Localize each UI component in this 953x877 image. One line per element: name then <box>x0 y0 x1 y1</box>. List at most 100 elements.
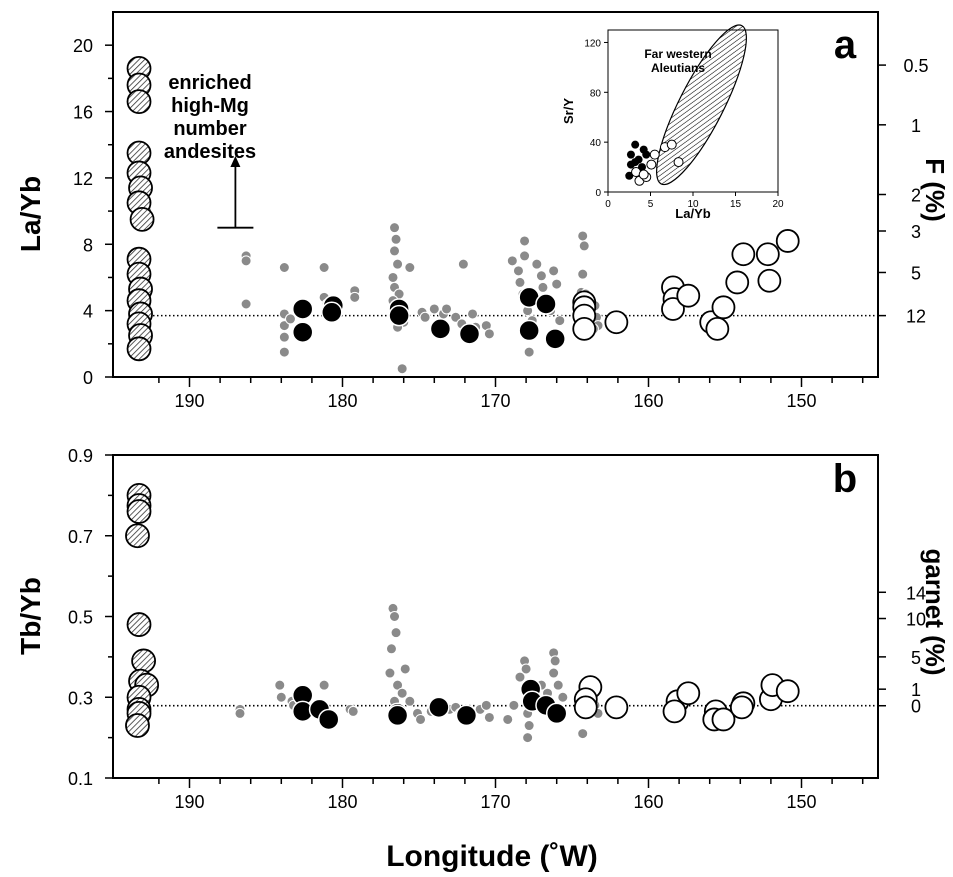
inset-eastern-point <box>638 169 649 180</box>
background-data-point <box>467 308 479 320</box>
background-data-point <box>392 679 404 691</box>
western-volcano-point <box>545 702 568 725</box>
eastern-volcano-point <box>755 242 780 267</box>
eastern-volcano-point <box>757 268 782 293</box>
background-data-point <box>389 245 401 257</box>
x-tick-label: 170 <box>480 792 510 812</box>
background-data-point <box>278 346 290 358</box>
inset-y-tick-label: 120 <box>584 38 601 49</box>
x-tick-label: 160 <box>633 792 663 812</box>
inset-western-point <box>626 150 635 159</box>
y-tick-label: 20 <box>73 36 93 56</box>
western-volcano-point <box>291 321 314 343</box>
enriched-andesites-annotation: enriched high-Mg number andesites <box>164 72 256 229</box>
western-volcano-point <box>518 319 540 342</box>
background-data-point <box>415 713 427 725</box>
western-volcano-point <box>535 293 557 315</box>
western-volcano-point <box>544 328 566 350</box>
background-data-point <box>387 271 399 283</box>
y-tick-label: 8 <box>83 235 93 255</box>
eastern-volcano-point <box>661 297 685 321</box>
eastern-volcano-point <box>711 707 736 732</box>
background-data-point <box>240 255 252 267</box>
annotation-line-1: enriched <box>168 72 251 94</box>
y-tick-label: 12 <box>73 169 93 189</box>
y-tick-label: 0.3 <box>68 688 93 708</box>
background-data-point <box>520 663 532 675</box>
background-data-point <box>390 627 402 639</box>
western-volcano-point <box>317 708 340 731</box>
inset-eastern-point <box>649 149 660 160</box>
eastern-volcano-point <box>775 229 800 253</box>
background-data-point <box>557 691 569 703</box>
western-volcano-point <box>428 696 450 719</box>
background-data-point <box>457 258 469 270</box>
y-tick-label: 0.7 <box>68 527 93 547</box>
background-data-point <box>274 679 286 691</box>
western-volcano-point <box>429 318 452 340</box>
x-tick-label: 190 <box>174 792 204 812</box>
background-data-point <box>390 233 402 245</box>
inset-x-tick-label: 15 <box>730 199 742 210</box>
inset-field-label-2: Aleutians <box>651 61 705 75</box>
inset-y-tick-label: 40 <box>590 138 602 149</box>
y-tick-label: 0.1 <box>68 769 93 789</box>
background-data-point <box>578 240 590 252</box>
background-data-point <box>577 230 589 242</box>
background-data-point <box>240 298 252 310</box>
background-data-point <box>483 711 495 723</box>
x-tick-label: 170 <box>480 391 510 411</box>
panel-b-right-label: garnet (%) <box>920 548 950 675</box>
right-axis-tick-label: 1 <box>911 680 921 700</box>
right-axis-tick-label: 14 <box>906 583 926 603</box>
eastern-volcano-point <box>711 295 736 320</box>
western-volcano-point <box>388 304 410 327</box>
western-volcano-point <box>386 704 409 727</box>
enriched-andesite-point <box>129 206 155 232</box>
enriched-andesite-point <box>126 336 152 362</box>
western-volcano-point <box>291 298 314 320</box>
inset-eastern-point <box>673 157 684 168</box>
x-tick-label: 150 <box>786 792 816 812</box>
background-data-point <box>549 655 561 667</box>
far-western-aleutians-field <box>656 24 747 186</box>
background-data-point <box>519 250 531 262</box>
background-data-point <box>512 265 524 277</box>
eastern-volcano-point <box>604 310 629 335</box>
background-data-point <box>480 699 492 711</box>
background-data-point <box>552 679 564 691</box>
background-data-point <box>514 671 526 683</box>
inset-ylabel: Sr/Y <box>561 98 576 124</box>
eastern-volcano-point <box>676 283 701 308</box>
background-data-point <box>384 667 396 679</box>
background-data-point <box>514 276 526 288</box>
background-data-point <box>577 728 589 740</box>
background-data-point <box>537 281 549 293</box>
background-data-point <box>506 255 518 267</box>
right-axis-tick-label: 2 <box>911 186 921 206</box>
enriched-andesite-point <box>131 648 157 674</box>
background-data-point <box>318 262 330 273</box>
y-tick-label: 0.9 <box>68 446 93 466</box>
background-data-point <box>347 705 359 717</box>
inset-western-point <box>625 171 634 180</box>
background-data-point <box>428 303 440 315</box>
background-data-point <box>508 699 520 711</box>
background-data-point <box>522 732 534 744</box>
inset-xlabel: La/Yb <box>675 206 710 221</box>
inset-y-tick-label: 80 <box>590 88 602 99</box>
background-data-point <box>419 311 431 323</box>
background-data-point <box>535 270 547 282</box>
annotation-line-3: number <box>173 118 247 140</box>
panel-b-ylabel: Tb/Yb <box>15 577 46 655</box>
background-data-point <box>548 667 560 679</box>
background-data-point <box>531 258 543 270</box>
background-data-point <box>577 268 589 280</box>
background-data-point <box>404 695 416 707</box>
right-axis-tick-label: 3 <box>911 222 921 242</box>
background-data-point <box>523 346 535 358</box>
x-tick-label: 180 <box>327 391 357 411</box>
inset-y-tick-label: 0 <box>595 188 601 199</box>
